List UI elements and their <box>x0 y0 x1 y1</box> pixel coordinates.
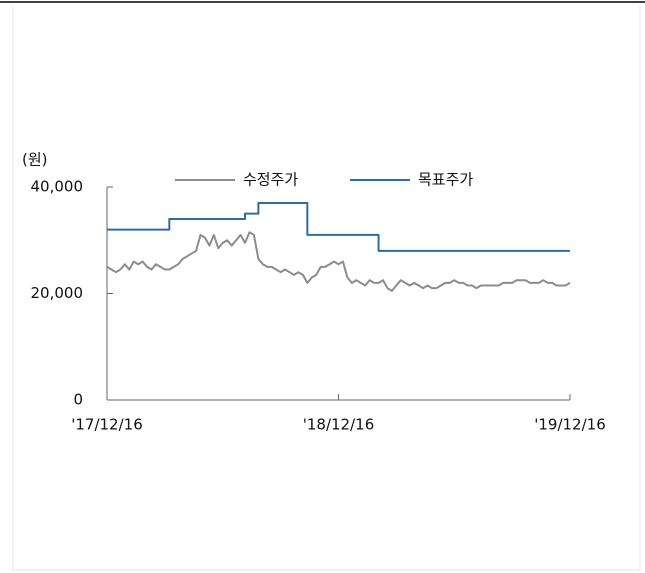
x-tick-label: '19/12/16 <box>534 416 606 434</box>
legend-label: 수정주가 <box>243 171 298 189</box>
series-line <box>106 231 571 292</box>
frame <box>12 6 641 571</box>
x-tick-label: '18/12/16 <box>303 416 375 434</box>
y-tick-label: 0 <box>73 391 83 409</box>
x-tick-label: '17/12/16 <box>71 416 143 434</box>
legend-label: 목표주가 <box>418 171 473 189</box>
series-line <box>107 201 570 252</box>
y-tick-label: 20,000 <box>31 284 84 302</box>
y-tick-label: 40,000 <box>31 178 84 196</box>
y-axis-label: (원) <box>22 151 48 169</box>
